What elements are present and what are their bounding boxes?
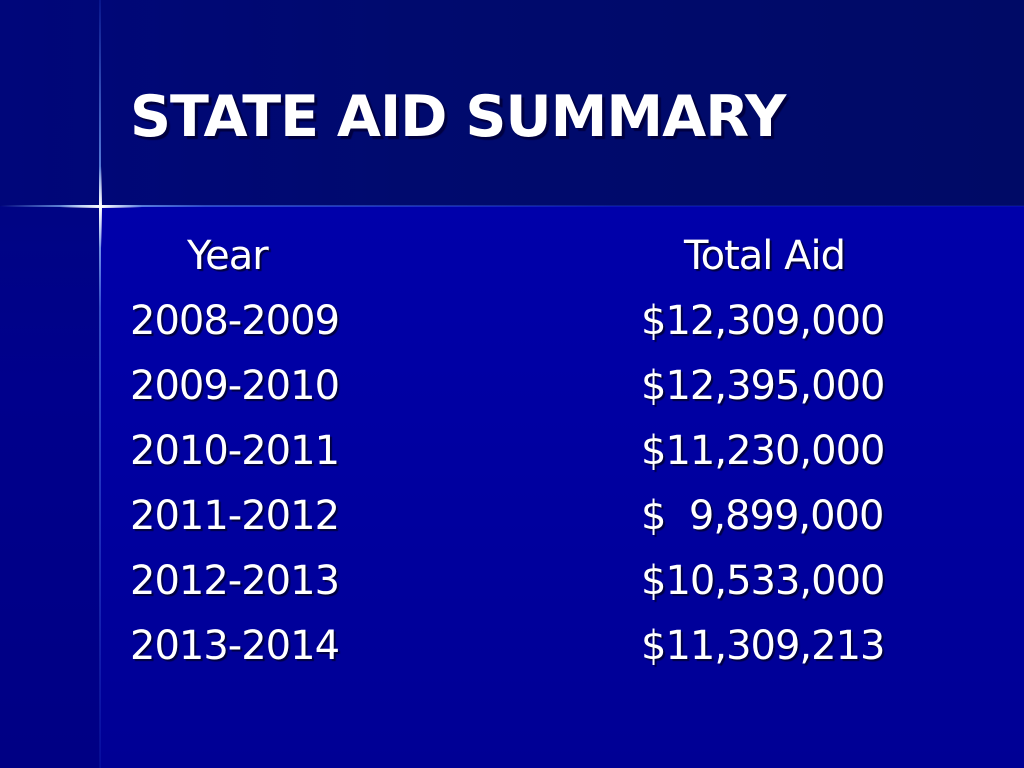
row-total-aid: $11,309,213 bbox=[641, 623, 885, 669]
sparkle-icon bbox=[60, 166, 142, 248]
row-year: 2010-2011 bbox=[130, 428, 340, 474]
row-year: 2008-2009 bbox=[130, 298, 340, 344]
slide-title: STATE AID SUMMARY bbox=[130, 84, 786, 150]
horizontal-rule-decoration bbox=[0, 205, 1024, 207]
row-total-aid: $10,533,000 bbox=[641, 558, 885, 604]
row-total-aid: $12,395,000 bbox=[641, 363, 885, 409]
row-total-aid: $11,230,000 bbox=[641, 428, 885, 474]
row-year: 2009-2010 bbox=[130, 363, 340, 409]
row-year: 2012-2013 bbox=[130, 558, 340, 604]
row-year: 2013-2014 bbox=[130, 623, 340, 669]
row-total-aid: $ 9,899,000 bbox=[641, 493, 884, 539]
header-total-aid: Total Aid bbox=[684, 233, 846, 279]
header-band bbox=[0, 0, 1024, 206]
vertical-rule-decoration bbox=[99, 0, 101, 768]
row-total-aid: $12,309,000 bbox=[641, 298, 885, 344]
row-year: 2011-2012 bbox=[130, 493, 340, 539]
header-year: Year bbox=[187, 233, 269, 279]
sparkle-vertical-ray bbox=[99, 166, 102, 248]
